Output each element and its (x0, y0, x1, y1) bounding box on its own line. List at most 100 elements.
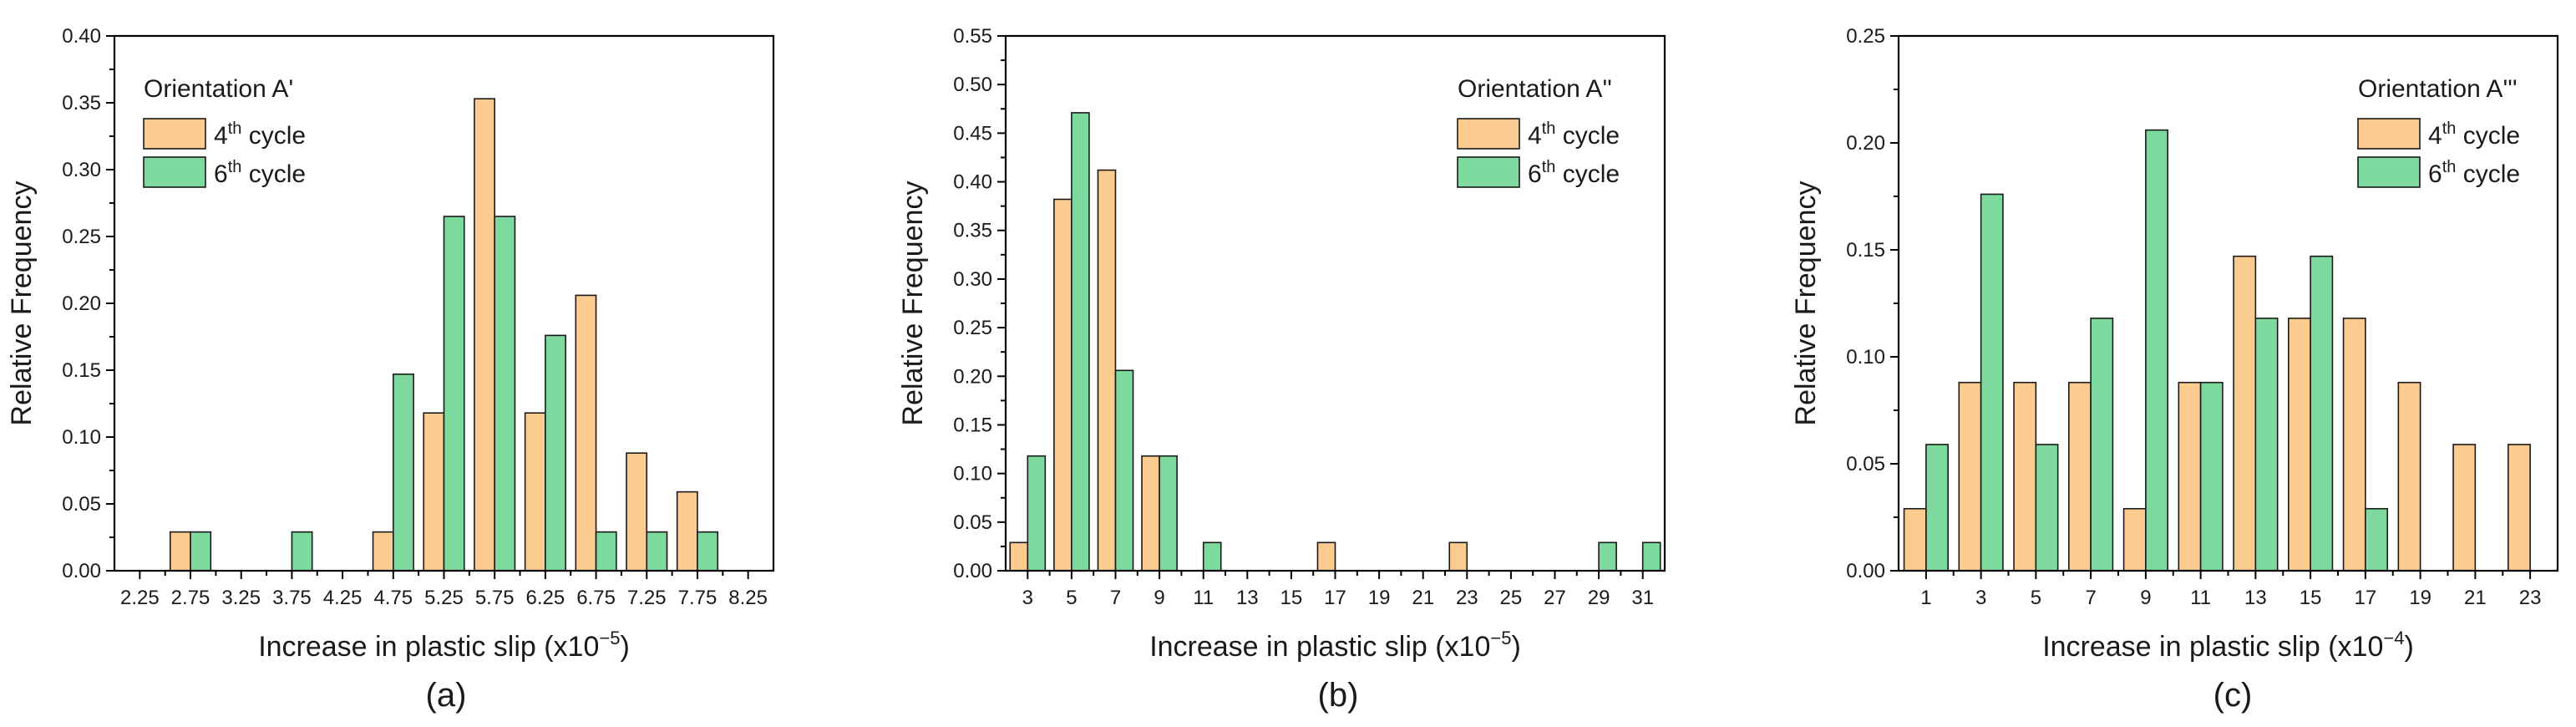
bar-series2-3.75 (291, 531, 313, 572)
legend-label-number: 6 (2428, 160, 2442, 188)
x-tick-label: 3.75 (272, 587, 312, 609)
bar-series2-7.75 (697, 531, 719, 572)
bar-series2-3 (1027, 455, 1047, 572)
x-tick-label: 4.25 (323, 587, 363, 609)
bar-series1-1 (1903, 507, 1927, 572)
x-tick-label: 5 (1066, 587, 1077, 609)
legend-label-rest: cycle (1555, 122, 1620, 150)
y-tick-label: 0.15 (62, 359, 101, 382)
bar-series2-9 (2145, 129, 2168, 572)
y-tick-label: 0.25 (953, 317, 992, 339)
y-tick-label: 0.30 (953, 268, 992, 291)
x-tick-label: 7 (1110, 587, 1121, 609)
x-tick-label: 23 (1456, 587, 1478, 609)
y-tick-label: 0.40 (62, 25, 101, 48)
legend-label-number: 6 (214, 160, 228, 188)
bar-series1-9 (1141, 455, 1160, 572)
x-tick-label: 11 (1193, 587, 1214, 609)
legend-title: Orientation A' (144, 75, 293, 103)
bar-series1-5.25 (423, 412, 445, 572)
bar-series1-23 (1448, 541, 1468, 572)
chart-panel-1: 0.00 0.05 0.10 0.15 0.20 0.25 0.30 0.35 0.40 2.25… (6, 25, 775, 714)
x-tick-label: 19 (2409, 587, 2431, 609)
bar-series2-17 (2365, 507, 2388, 572)
bar-series2-7 (1114, 369, 1134, 572)
bar-series1-6.75 (575, 294, 597, 572)
bar-series1-21 (2452, 444, 2477, 572)
x-tick-label: 27 (1544, 587, 1566, 609)
x-tick-label: 19 (1368, 587, 1391, 609)
bar-series1-2.75 (169, 531, 191, 572)
x-tick-label: 29 (1588, 587, 1610, 609)
x-tick-label: 2.25 (120, 587, 160, 609)
legend-swatch-2 (1457, 156, 1520, 188)
legend-swatch-1 (143, 118, 206, 150)
x-tick-label: 13 (2244, 587, 2267, 609)
x-tick-label: 3 (1022, 587, 1033, 609)
legend-label-sup: th (228, 158, 242, 176)
legend-label-rest: cycle (2456, 122, 2520, 150)
legend-swatch-2 (2357, 156, 2421, 188)
bar-series2-11 (1202, 541, 1222, 572)
bar-series1-3 (1009, 541, 1029, 572)
panel-caption: (a) (426, 677, 467, 714)
bar-series2-11 (2199, 381, 2224, 572)
x-tick-label: 5.25 (424, 587, 464, 609)
x-tick-label: 5.75 (475, 587, 515, 609)
bar-series1-11 (2178, 381, 2202, 572)
bar-series2-6.75 (595, 531, 617, 572)
x-axis-label-exponent: −4 (2383, 628, 2404, 648)
x-tick-label: 7 (2085, 587, 2096, 609)
x-tick-label: 7.75 (678, 587, 718, 609)
y-tick-label: 0.00 (953, 560, 992, 582)
y-tick-label: 0.40 (953, 171, 992, 194)
legend-label-rest: cycle (1555, 160, 1620, 188)
bar-series1-3 (1958, 381, 1982, 572)
chart-panel-2: 0.00 0.05 0.10 0.15 0.20 0.25 0.30 0.35 0.40 0.45… (897, 25, 1666, 714)
y-tick-label: 0.15 (1846, 239, 1885, 262)
chart-panel-3: 0.000.050.100.150.200.251 3 5 7 9 11 13 15 17 19 2… (1790, 25, 2559, 714)
y-tick-label: 0.35 (953, 220, 992, 242)
x-tick-label: 15 (1280, 587, 1303, 609)
bar-series2-5.25 (443, 216, 465, 572)
x-tick-label: 9 (1154, 587, 1164, 609)
y-tick-label: 0.20 (1846, 132, 1885, 155)
legend: Orientation A''' 4th cycle 6th cycle (2357, 75, 2520, 188)
x-tick-label: 11 (2190, 587, 2211, 609)
y-axis-label: Relative Frequency (897, 181, 929, 426)
bar-series2-31 (1641, 541, 1661, 572)
bar-series1-5.75 (474, 98, 495, 572)
legend-label-number: 6 (1528, 160, 1542, 188)
bar-series2-5.75 (494, 216, 516, 572)
bar-series1-7.25 (626, 452, 648, 572)
x-tick-label: 3.25 (221, 587, 261, 609)
x-axis-label: Increase in plastic slip (x10−4) (2042, 628, 2414, 663)
legend-label-1: 4th cycle (2428, 119, 2520, 150)
bar-series1-17 (2342, 318, 2366, 572)
x-axis-label-main: Increase in plastic slip (x10 (1149, 631, 1490, 663)
x-axis-label: Increase in plastic slip (x10−5) (1149, 628, 1521, 663)
legend-title: Orientation A''' (2358, 75, 2518, 103)
x-axis-label-main: Increase in plastic slip (x10 (2042, 631, 2383, 663)
bar-series2-29 (1598, 541, 1617, 572)
bar-series2-3 (1980, 193, 2004, 572)
bar-series2-4.75 (393, 373, 414, 572)
x-tick-label: 9 (2140, 587, 2151, 609)
x-axis-label: Increase in plastic slip (x10−5) (258, 628, 630, 663)
legend-title: Orientation A'' (1458, 75, 1612, 103)
x-axis-label-end: ) (1511, 631, 1520, 663)
x-tick-label: 1 (1920, 587, 1931, 609)
y-tick-label: 0.25 (62, 226, 101, 248)
legend-label-rest: cycle (241, 160, 306, 188)
y-axis-label: Relative Frequency (6, 181, 38, 426)
legend-label-2: 6th cycle (2428, 158, 2520, 188)
legend-label-rest: cycle (2456, 160, 2520, 188)
bar-series1-7 (2068, 381, 2092, 572)
bar-series2-7 (2090, 318, 2114, 572)
x-tick-label: 21 (2464, 587, 2487, 609)
bar-series1-23 (2508, 444, 2531, 572)
x-tick-label: 21 (1412, 587, 1434, 609)
x-tick-label: 25 (1500, 587, 1523, 609)
y-tick-label: 0.25 (1846, 25, 1885, 48)
bar-series1-5 (2013, 381, 2037, 572)
